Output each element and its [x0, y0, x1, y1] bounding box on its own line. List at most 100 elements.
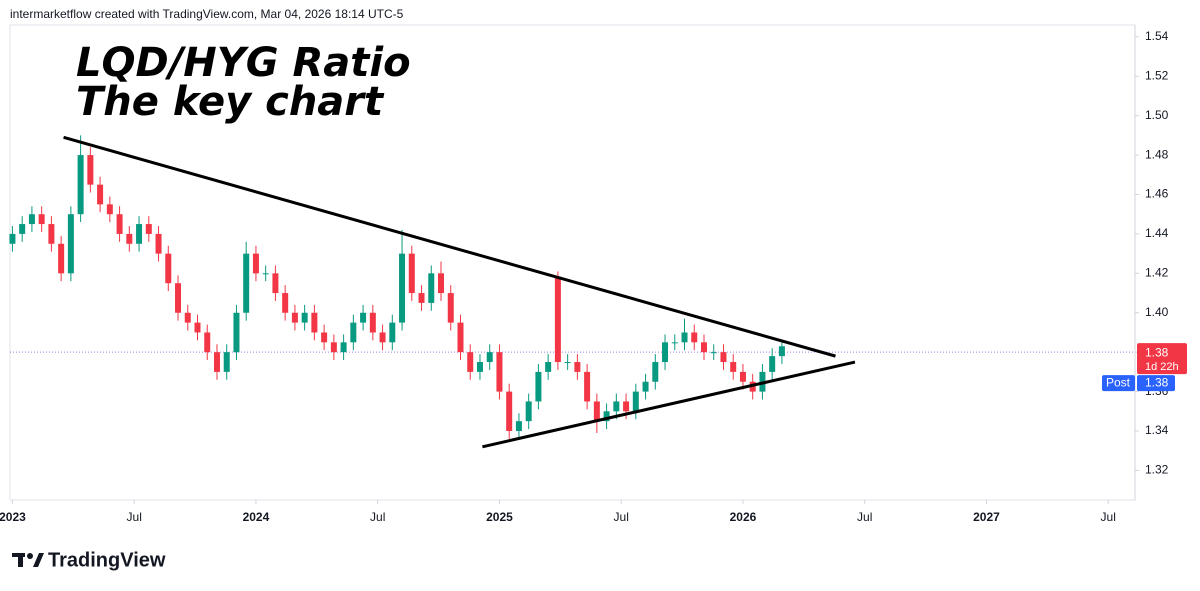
- candle-body: [28, 214, 35, 225]
- candle-body: [379, 332, 386, 343]
- candle-body: [574, 362, 581, 372]
- candle-body: [652, 362, 659, 382]
- candle-body: [9, 233, 16, 244]
- brand-logo: [12, 553, 44, 567]
- candle-body: [389, 322, 396, 343]
- candle-body: [525, 401, 532, 422]
- x-tick-label: Jul: [857, 510, 872, 524]
- post-label-box: [1102, 375, 1135, 392]
- candle-body: [632, 391, 639, 412]
- candle-body: [213, 352, 220, 372]
- candle-body: [282, 293, 289, 313]
- price-tag-value: 1.38: [1145, 345, 1169, 359]
- x-tick-label: Jul: [127, 510, 142, 524]
- candle-body: [408, 253, 415, 294]
- candle-body: [418, 293, 425, 303]
- x-tick-label: Jul: [370, 510, 385, 524]
- candle-body: [691, 332, 698, 343]
- candle-body: [116, 214, 123, 234]
- candle-body: [642, 381, 649, 392]
- candle-body: [778, 346, 785, 357]
- candle-body: [671, 342, 678, 344]
- candle-body: [87, 155, 94, 185]
- candle-body: [340, 342, 347, 353]
- candle-body: [19, 224, 26, 234]
- chart-title: LQD/HYG Ratio: [76, 40, 411, 86]
- candle-body: [662, 342, 669, 363]
- candle-body: [184, 312, 191, 323]
- candle-body: [48, 224, 55, 244]
- plot: [9, 135, 1135, 449]
- candle-body: [369, 312, 376, 333]
- x-tick-label: 2025: [486, 510, 513, 524]
- x-tick-label: Jul: [1101, 510, 1116, 524]
- candle-body: [38, 214, 45, 225]
- candle-body: [700, 342, 707, 353]
- candle-body: [223, 352, 230, 372]
- candle-body: [554, 277, 561, 363]
- candle-body: [301, 312, 308, 323]
- candle-body: [252, 253, 259, 274]
- candle-body: [467, 352, 474, 372]
- price-tag: [1137, 343, 1187, 375]
- candle-body: [730, 362, 737, 372]
- candle-body: [623, 401, 630, 412]
- candle-body: [613, 401, 620, 412]
- candle-body: [584, 371, 591, 402]
- y-tick-label: 1.34: [1145, 423, 1169, 437]
- candle-body: [58, 243, 65, 274]
- y-tick-label: 1.44: [1145, 226, 1169, 240]
- candle-body: [233, 312, 240, 353]
- candle-body: [350, 322, 357, 343]
- candle-body: [291, 312, 298, 323]
- y-tick-label: 1.40: [1145, 305, 1169, 319]
- candle-body: [97, 184, 104, 205]
- x-tick-label: 2026: [730, 510, 757, 524]
- x-tick-label: 2027: [973, 510, 1000, 524]
- y-tick-label: 1.50: [1145, 108, 1169, 122]
- x-tick-label: 2024: [243, 510, 270, 524]
- candle-body: [330, 342, 337, 353]
- candle-body: [165, 253, 172, 284]
- y-tick-label: 1.46: [1145, 187, 1169, 201]
- candle-body: [720, 352, 727, 363]
- x-tick-label: Jul: [614, 510, 629, 524]
- post-label: Post: [1106, 375, 1131, 389]
- candle-body: [535, 371, 542, 402]
- candle-body: [126, 233, 133, 244]
- header: intermarketflow created with TradingView…: [10, 7, 404, 21]
- candle-body: [360, 312, 367, 323]
- y-tick-label: 1.54: [1145, 29, 1169, 43]
- candle-body: [545, 362, 552, 372]
- candle-body: [272, 273, 279, 294]
- candle-body: [311, 312, 318, 333]
- candle-body: [710, 352, 717, 354]
- post-price: 1.38: [1145, 375, 1169, 389]
- y-tick-label: 1.32: [1145, 463, 1169, 477]
- y-tick-label: 1.42: [1145, 266, 1169, 280]
- candle-body: [496, 352, 503, 392]
- candle-body: [739, 371, 746, 382]
- candle-body: [457, 322, 464, 353]
- candle-body: [515, 421, 522, 432]
- candle-body: [476, 362, 483, 372]
- candle-body: [204, 332, 211, 353]
- candle-body: [506, 391, 513, 432]
- chart-subtitle: The key chart: [76, 79, 385, 125]
- y-tick-label: 1.52: [1145, 68, 1169, 82]
- candle-body: [447, 293, 454, 323]
- x-tick-label: 2023: [0, 510, 26, 524]
- candle-body: [136, 224, 143, 244]
- candle-body: [175, 283, 182, 313]
- candle-body: [243, 253, 250, 313]
- candle-body: [438, 273, 445, 294]
- candle-body: [399, 253, 406, 323]
- candle-body: [145, 224, 152, 234]
- brand: TradingView: [48, 549, 166, 571]
- candle-body: [155, 233, 162, 254]
- trendline: [482, 360, 856, 449]
- candle-body: [77, 155, 84, 215]
- countdown: 1d 22h: [1145, 361, 1179, 373]
